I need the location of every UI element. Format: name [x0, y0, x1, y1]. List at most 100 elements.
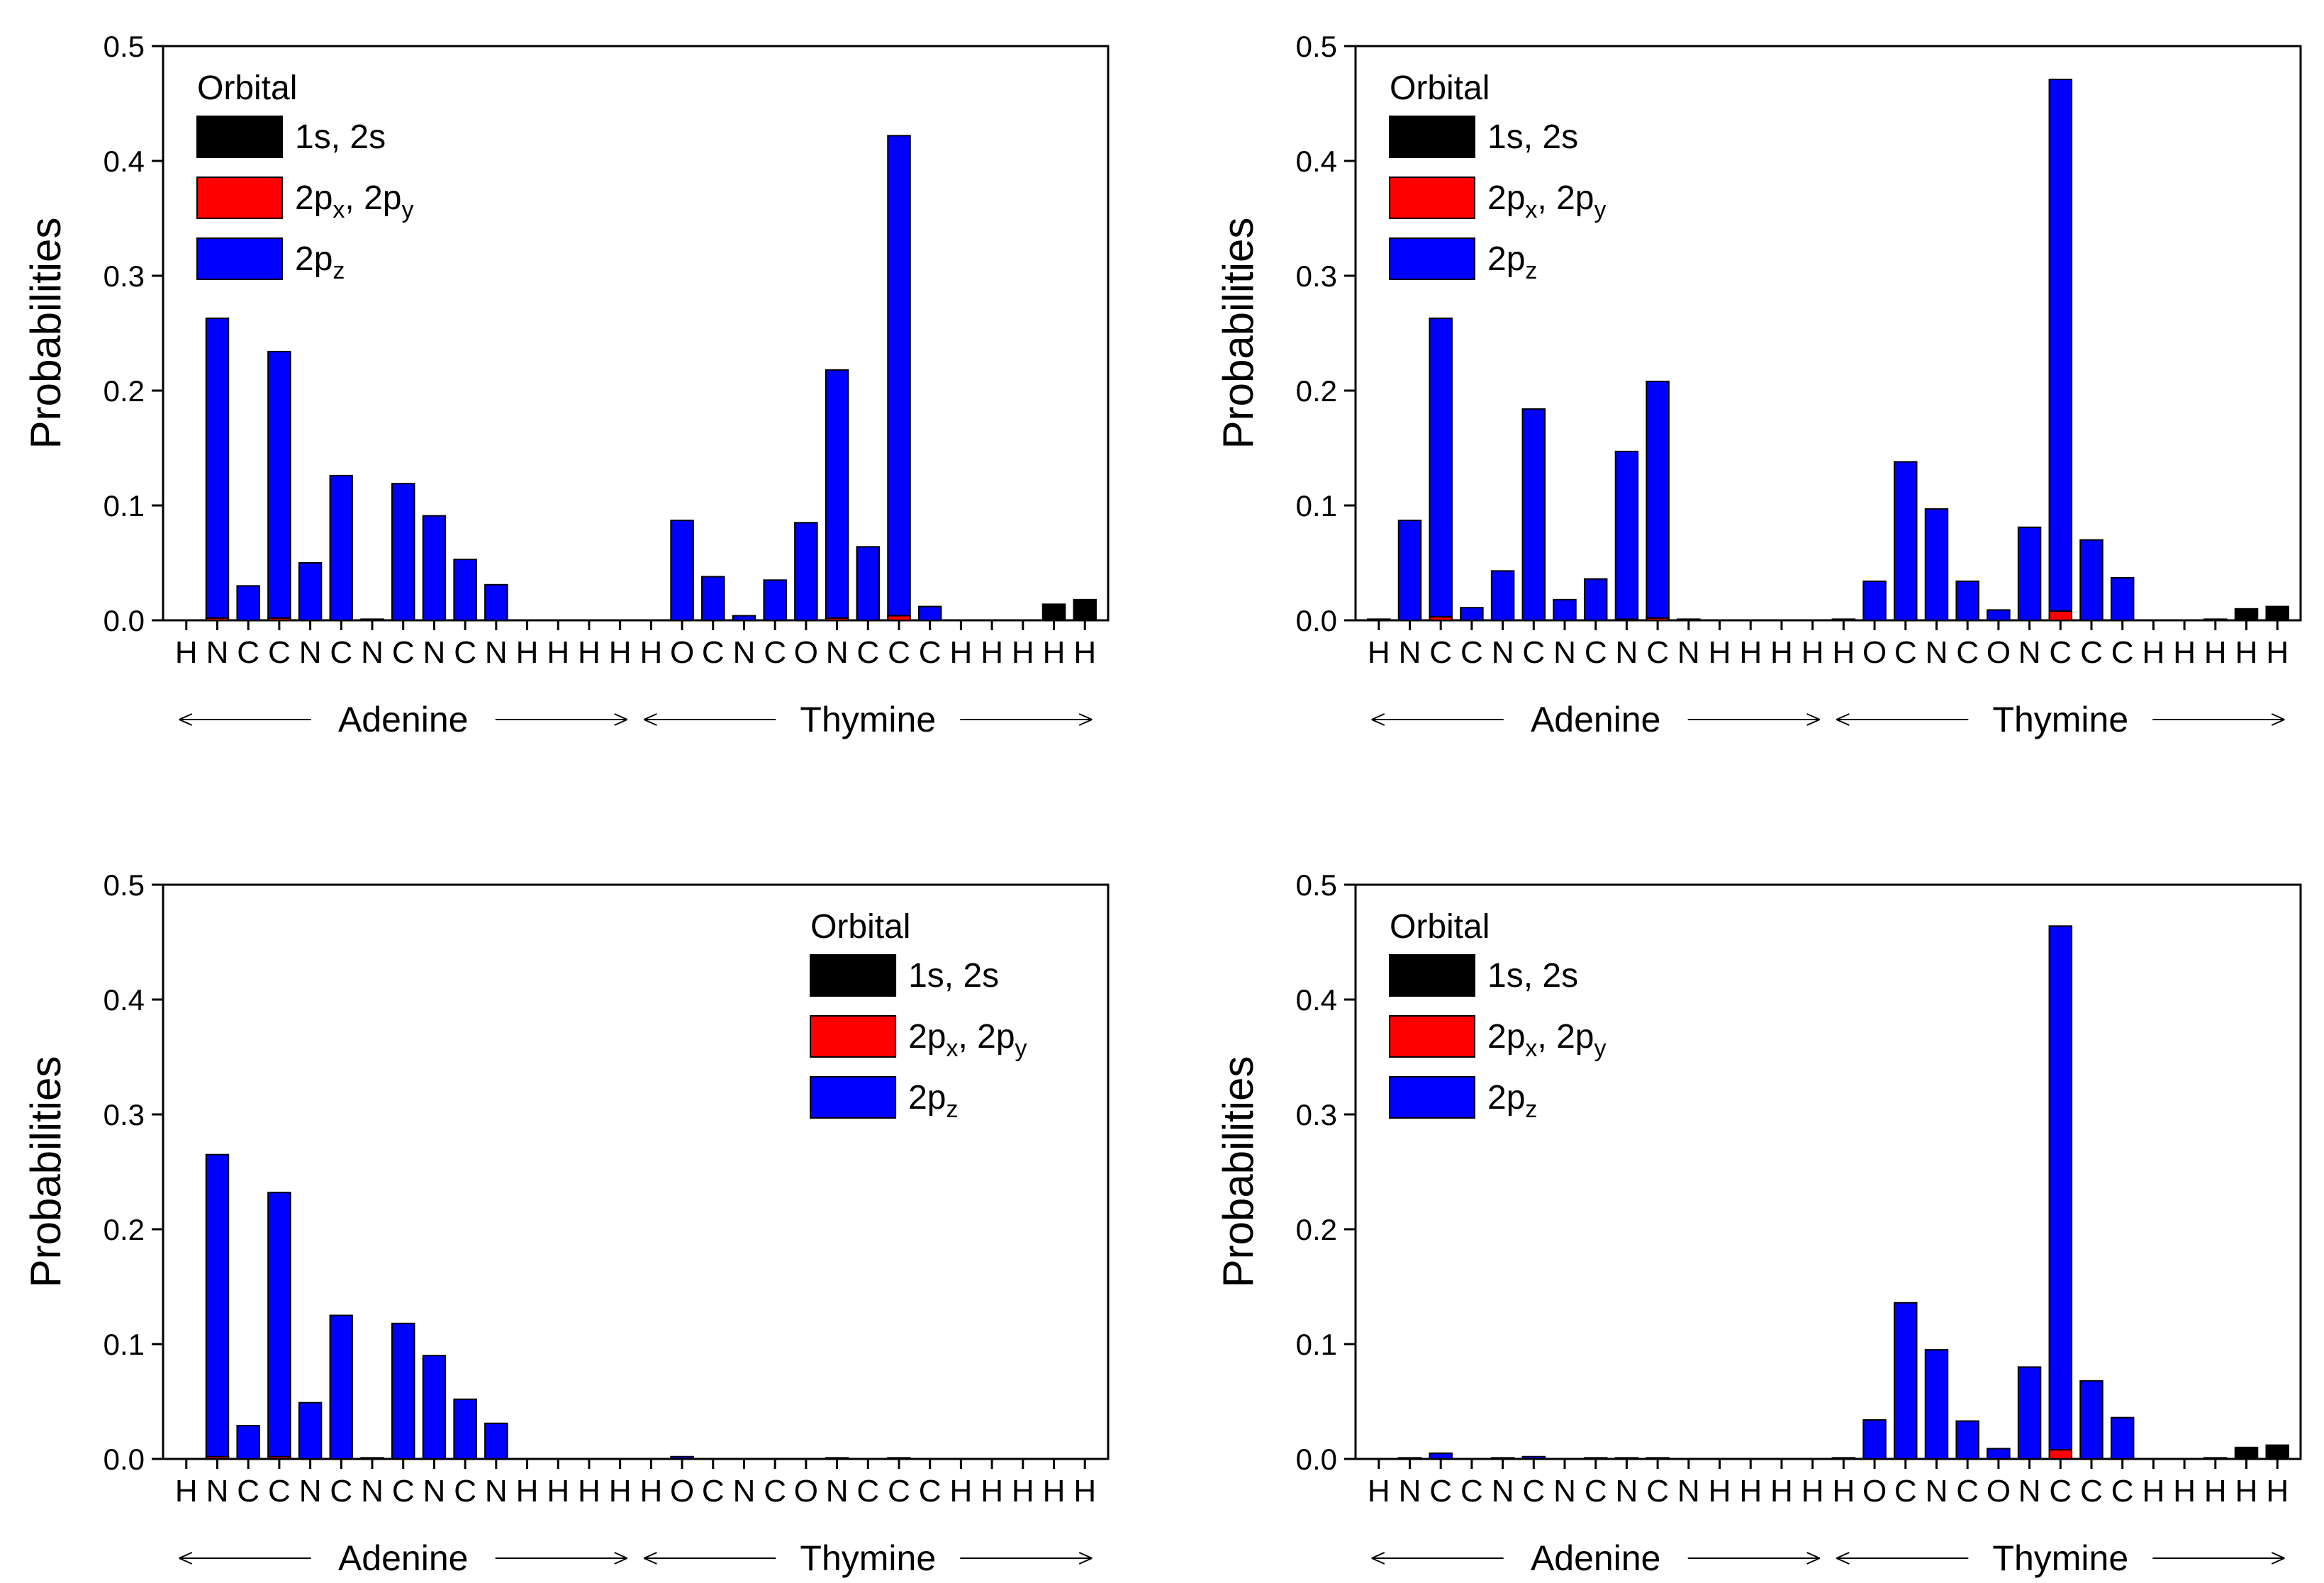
atom-label: H: [1770, 1474, 1793, 1509]
bar-pz: [2203, 618, 2228, 622]
bar-pz: [1831, 618, 1856, 622]
legend-entry: 1s, 2s: [1487, 957, 1578, 995]
y-tick-label: 0.0: [104, 1443, 145, 1476]
atom-label: H: [1832, 635, 1855, 670]
atom-label: H: [1012, 1474, 1034, 1509]
atom-label: H: [2266, 635, 2289, 670]
atom-label: C: [856, 635, 879, 670]
atom-label: N: [485, 635, 508, 670]
y-tick-label: 0.1: [1296, 489, 1337, 522]
atom-label: N: [733, 635, 756, 670]
atom-label: C: [702, 635, 725, 670]
atom-label: C: [237, 635, 259, 670]
atom-label: H: [2173, 635, 2196, 670]
atom-label: C: [764, 635, 786, 670]
atom-label: C: [1429, 1474, 1452, 1509]
y-tick-label: 0.1: [104, 489, 145, 522]
atom-label: H: [1832, 1474, 1855, 1509]
plot-frame: [162, 45, 1110, 622]
bar-pz: [1614, 450, 1639, 620]
bar-pz: [329, 1314, 354, 1460]
atom-label: O: [1862, 1474, 1887, 1509]
atom-label: N: [1926, 1474, 1948, 1509]
y-axis-label: Probabilities: [22, 1056, 69, 1288]
bar-s: [2234, 1446, 2259, 1460]
bar-pz: [887, 135, 911, 617]
group-label-thymine: Thymine: [1992, 1538, 2128, 1578]
atom-label: H: [1739, 1474, 1762, 1509]
y-tick-label: 0.4: [104, 983, 145, 1017]
legend-entry: 2px, 2py: [1487, 1018, 1606, 1062]
bar-pz: [267, 350, 291, 619]
atom-label: C: [268, 635, 291, 670]
atom-label: N: [361, 635, 384, 670]
atom-label: N: [2018, 635, 2041, 670]
atom-label: C: [454, 1474, 476, 1509]
bar-pz: [732, 615, 756, 622]
arrow-head: [1836, 1552, 1850, 1565]
bar-pz: [422, 515, 447, 622]
legend-title: Orbital: [1390, 908, 1490, 946]
bar-pz: [2079, 1380, 2104, 1460]
atom-label: H: [639, 1474, 662, 1509]
y-tick-label: 0.5: [1296, 30, 1337, 63]
atom-label: N: [1399, 1474, 1421, 1509]
atom-label: N: [2018, 1474, 2041, 1509]
atom-label: C: [268, 1474, 291, 1509]
bar-pz: [1677, 618, 1701, 622]
bar-pz: [422, 1355, 447, 1460]
atom-label: C: [330, 1474, 352, 1509]
legend-swatch: [810, 1015, 897, 1058]
y-axis-label: Probabilities: [1214, 218, 1262, 449]
y-tick-label: 0.1: [1296, 1328, 1337, 1361]
atom-label: O: [794, 1474, 818, 1509]
plot-frame: [1354, 45, 2302, 622]
atom-label: N: [1399, 635, 1421, 670]
atom-label: N: [826, 635, 849, 670]
bar-pz: [887, 1457, 911, 1460]
bar-pz: [1862, 580, 1887, 621]
atom-label: C: [1460, 635, 1483, 670]
bar-pz: [298, 562, 323, 621]
atom-label: H: [950, 635, 973, 670]
y-tick-label: 0.3: [104, 1098, 145, 1131]
bar-pz: [484, 1422, 508, 1460]
legend-title: Orbital: [810, 908, 910, 946]
bar-pz: [1490, 570, 1515, 622]
atom-label: H: [2235, 1474, 2258, 1509]
bar-s: [2234, 608, 2259, 621]
arrow-head: [2271, 1552, 2285, 1565]
atom-label: N: [206, 1474, 229, 1509]
bar-pxy: [2048, 1449, 2073, 1460]
y-tick-label: 0.4: [1296, 145, 1337, 178]
atom-label: C: [919, 635, 942, 670]
bar-pz: [825, 369, 849, 619]
atom-label: H: [1368, 1474, 1390, 1509]
legend-entry: 1s, 2s: [1487, 118, 1578, 156]
bar-pz: [360, 618, 384, 622]
bar-pz: [1367, 618, 1391, 622]
group-label-thymine: Thymine: [800, 1538, 936, 1578]
bar-pz: [1955, 580, 1979, 621]
arrow-head: [614, 1552, 628, 1565]
legend-entry: 2pz: [1487, 240, 1537, 284]
atom-label: N: [299, 1474, 322, 1509]
atom-label: N: [1616, 1474, 1638, 1509]
bar-pz: [1924, 508, 1949, 621]
atom-label: C: [237, 1474, 259, 1509]
bar-pz: [267, 1192, 291, 1458]
atom-label: C: [2049, 635, 2072, 670]
atom-label: H: [2235, 635, 2258, 670]
y-tick-label: 0.2: [1296, 1213, 1337, 1246]
atom-label: H: [639, 635, 662, 670]
legend-swatch: [196, 116, 283, 158]
y-tick-label: 0.5: [104, 30, 145, 63]
legend-entry: 2pz: [295, 240, 345, 284]
bar-pz: [2017, 526, 2042, 622]
atom-label: C: [1585, 635, 1607, 670]
bar-pz: [2110, 577, 2135, 621]
legend-swatch: [1389, 1015, 1475, 1058]
arrow-head: [614, 713, 628, 726]
